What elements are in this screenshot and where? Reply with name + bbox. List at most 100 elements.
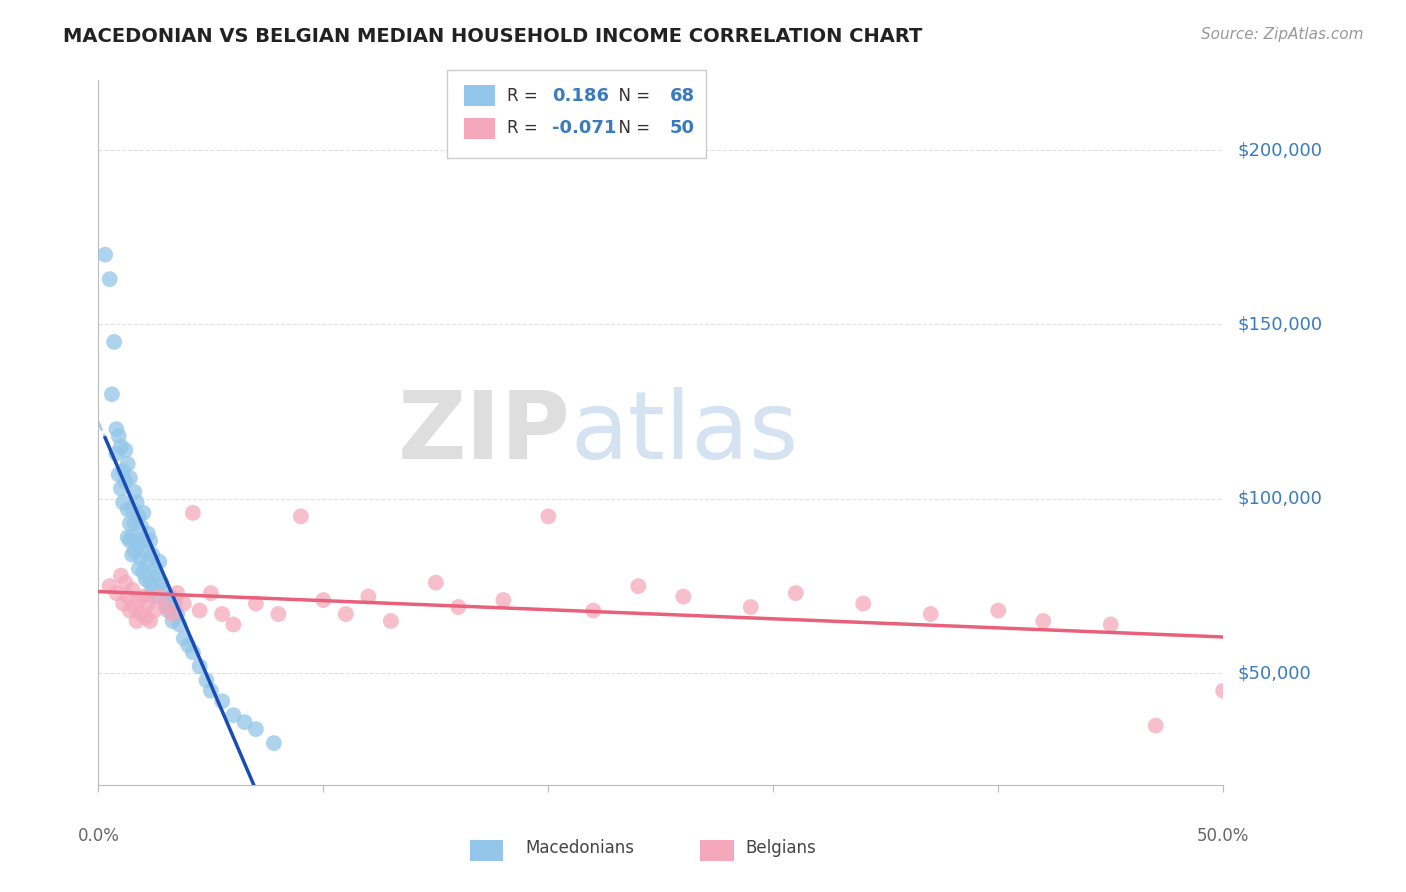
Point — [112, 597, 135, 611]
Point — [114, 575, 136, 590]
Point — [200, 586, 222, 600]
Point — [121, 548, 143, 562]
Point — [124, 484, 146, 499]
Point — [157, 603, 180, 617]
Point — [152, 582, 174, 597]
Point — [128, 593, 150, 607]
Point — [117, 590, 139, 604]
Point — [146, 568, 169, 582]
Point — [105, 446, 128, 460]
Point — [98, 579, 121, 593]
FancyBboxPatch shape — [464, 118, 495, 139]
Point — [233, 715, 256, 730]
Point — [245, 722, 267, 736]
Point — [169, 617, 191, 632]
Point — [105, 422, 128, 436]
Point — [118, 516, 141, 531]
Point — [188, 659, 211, 673]
Point — [425, 575, 447, 590]
Point — [141, 548, 163, 562]
Point — [143, 562, 166, 576]
Text: Source: ZipAtlas.com: Source: ZipAtlas.com — [1201, 27, 1364, 42]
Point — [110, 482, 132, 496]
Point — [110, 568, 132, 582]
Text: $150,000: $150,000 — [1237, 316, 1322, 334]
Point — [94, 248, 117, 262]
Point — [162, 607, 184, 621]
Point — [211, 694, 233, 708]
Point — [672, 590, 695, 604]
Point — [98, 272, 121, 286]
Text: Macedonians: Macedonians — [526, 839, 636, 857]
Point — [124, 600, 146, 615]
Point — [173, 597, 195, 611]
Text: R =: R = — [506, 120, 543, 137]
Point — [785, 586, 807, 600]
Point — [627, 579, 650, 593]
Point — [357, 590, 380, 604]
Point — [132, 506, 155, 520]
Point — [200, 683, 222, 698]
Point — [312, 593, 335, 607]
Text: 0.0%: 0.0% — [77, 827, 120, 846]
Point — [124, 544, 146, 558]
Point — [132, 533, 155, 548]
Point — [136, 597, 159, 611]
FancyBboxPatch shape — [464, 86, 495, 106]
Point — [136, 526, 159, 541]
Point — [987, 603, 1010, 617]
Text: N =: N = — [607, 87, 655, 104]
Point — [166, 607, 188, 621]
Point — [125, 533, 148, 548]
Point — [148, 590, 170, 604]
Point — [128, 537, 150, 551]
Point — [1099, 617, 1122, 632]
Point — [135, 544, 157, 558]
Point — [101, 387, 124, 401]
Point — [1144, 719, 1167, 733]
Point — [135, 610, 157, 624]
Point — [110, 440, 132, 454]
Point — [166, 586, 188, 600]
Point — [155, 597, 177, 611]
Text: 50.0%: 50.0% — [1197, 827, 1250, 846]
Point — [136, 555, 159, 569]
Point — [173, 632, 195, 646]
Point — [380, 614, 402, 628]
Point — [290, 509, 312, 524]
Point — [159, 590, 181, 604]
Text: $50,000: $50,000 — [1237, 665, 1310, 682]
Point — [117, 502, 139, 516]
Point — [121, 530, 143, 544]
Point — [162, 614, 184, 628]
Point — [128, 562, 150, 576]
Point — [139, 533, 162, 548]
Point — [118, 603, 141, 617]
Point — [135, 572, 157, 586]
Point — [148, 555, 170, 569]
Point — [118, 533, 141, 548]
Text: $100,000: $100,000 — [1237, 490, 1322, 508]
FancyBboxPatch shape — [447, 70, 706, 158]
Point — [582, 603, 605, 617]
Point — [129, 520, 152, 534]
Text: 0.186: 0.186 — [551, 87, 609, 104]
Text: Belgians: Belgians — [745, 839, 815, 857]
Point — [852, 597, 875, 611]
Point — [118, 471, 141, 485]
Point — [125, 614, 148, 628]
Point — [181, 506, 204, 520]
Point — [177, 639, 200, 653]
Text: MACEDONIAN VS BELGIAN MEDIAN HOUSEHOLD INCOME CORRELATION CHART: MACEDONIAN VS BELGIAN MEDIAN HOUSEHOLD I… — [63, 27, 922, 45]
Point — [150, 575, 173, 590]
Point — [112, 495, 135, 509]
Point — [163, 597, 186, 611]
Point — [114, 475, 136, 489]
Point — [492, 593, 515, 607]
Point — [129, 607, 152, 621]
Text: R =: R = — [506, 87, 543, 104]
Point — [740, 600, 762, 615]
Point — [139, 614, 162, 628]
Point — [141, 582, 163, 597]
Point — [920, 607, 942, 621]
